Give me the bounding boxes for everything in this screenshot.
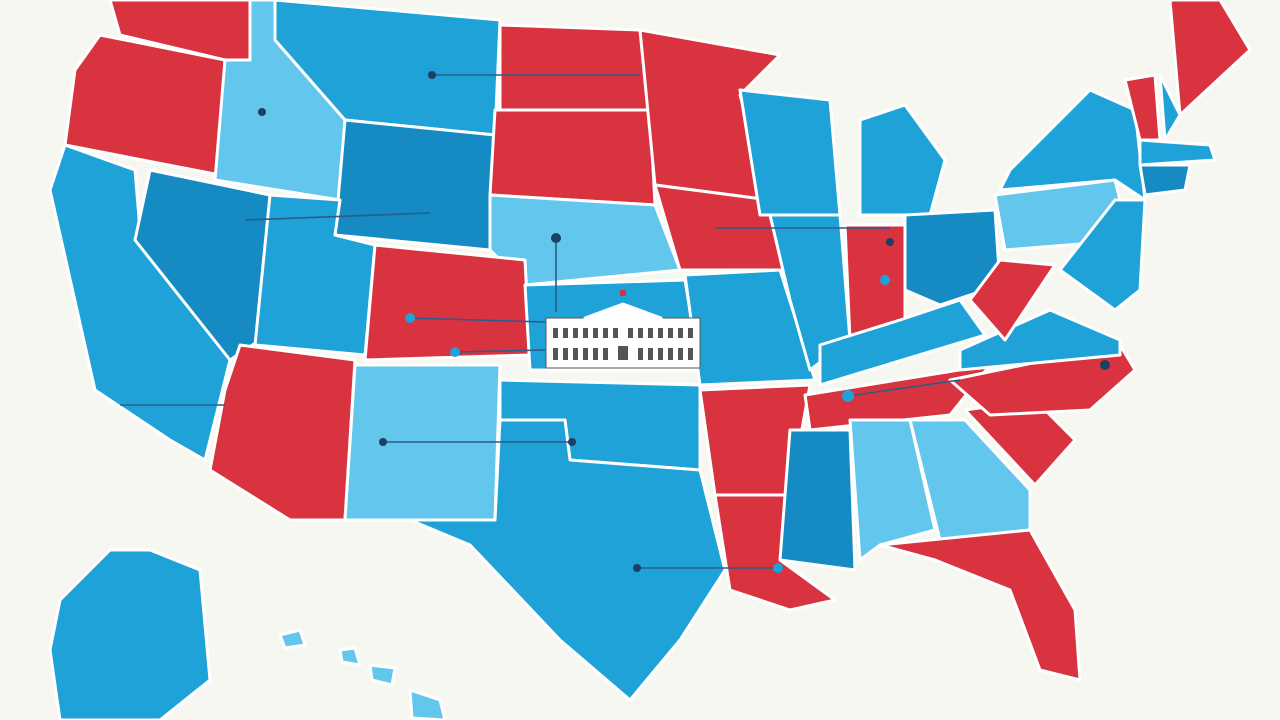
island [338, 646, 362, 667]
building [545, 317, 701, 369]
flag [620, 290, 626, 296]
marker [880, 275, 890, 285]
state [63, 33, 227, 177]
state [878, 528, 1082, 682]
states [48, 0, 1252, 720]
state [1168, 0, 1252, 117]
state [968, 258, 1057, 342]
state [1138, 163, 1192, 197]
marker [568, 438, 576, 446]
marker [379, 438, 387, 446]
connector [847, 379, 961, 397]
island [408, 688, 447, 720]
state [48, 548, 212, 720]
marker [633, 564, 641, 572]
state [958, 308, 1122, 372]
state [908, 418, 1032, 542]
connectors [120, 71, 1110, 573]
marker [428, 71, 436, 79]
state [48, 143, 232, 462]
marker [405, 313, 415, 323]
state [1058, 198, 1147, 312]
connector [244, 212, 431, 221]
state [408, 418, 727, 702]
marker [551, 233, 561, 243]
state [803, 363, 992, 432]
marker [1100, 360, 1110, 370]
island [278, 628, 307, 650]
connector [409, 317, 546, 323]
state [818, 298, 987, 387]
state [488, 108, 657, 207]
state [1158, 73, 1182, 142]
connector [454, 349, 546, 353]
state [778, 428, 857, 572]
marker [886, 238, 894, 246]
state [333, 118, 497, 252]
building-roof [583, 302, 663, 320]
state [858, 103, 947, 217]
state [488, 193, 682, 287]
state [848, 418, 937, 562]
windows [553, 328, 693, 360]
marker [842, 390, 854, 402]
state [363, 243, 532, 362]
state [1138, 138, 1217, 167]
state [498, 23, 652, 112]
state [903, 208, 1002, 307]
marker [773, 563, 783, 573]
marker [258, 108, 266, 116]
capitol-building [545, 290, 701, 369]
marker [450, 347, 460, 357]
state [208, 343, 357, 522]
island [368, 663, 397, 687]
